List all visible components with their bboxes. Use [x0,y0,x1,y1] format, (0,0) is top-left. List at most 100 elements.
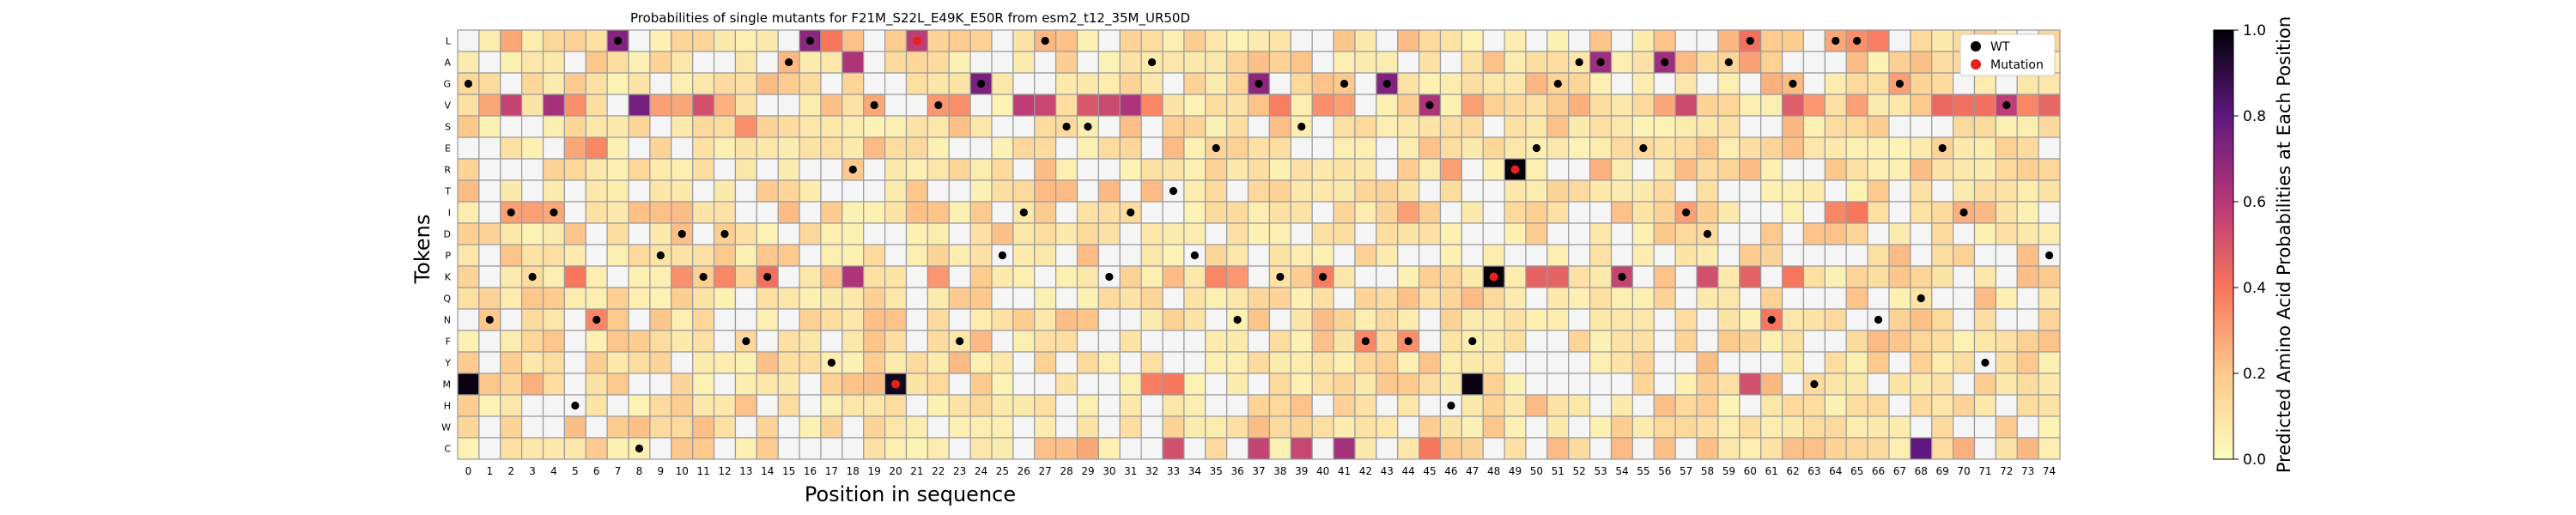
heatmap-cell [1439,51,1462,74]
heatmap-cell [1247,179,1271,203]
y-tick-label: A [444,58,451,69]
x-tick-label: 22 [932,465,945,477]
heatmap-cell [628,51,651,74]
heatmap-cell [1504,29,1527,52]
heatmap-cell [1076,330,1100,353]
heatmap-cell [457,136,480,160]
heatmap-cell [1739,222,1762,245]
heatmap-cell [585,351,608,374]
heatmap-cell [713,72,737,95]
heatmap-cell [1845,308,1868,331]
heatmap-cell [1439,222,1462,245]
heatmap-cell [542,158,566,181]
heatmap-cell [1439,94,1462,117]
heatmap-cell [713,94,737,117]
heatmap-cell [1888,136,1911,160]
heatmap-cell [1845,136,1868,160]
heatmap-cell [1696,136,1719,160]
heatmap-cell [1995,330,2018,353]
heatmap-cell [1290,72,1313,95]
heatmap-cell [692,179,715,203]
heatmap-cell [927,351,950,374]
heatmap-cell [1931,330,1954,353]
wt-marker [1874,315,1883,324]
heatmap-cell [1610,179,1634,203]
x-tick-label: 43 [1381,465,1394,477]
heatmap-cell [1482,29,1505,52]
heatmap-cell [1397,179,1420,203]
heatmap-cell [991,72,1014,95]
heatmap-cell [799,158,822,181]
wt-marker [1404,336,1413,346]
wt-marker [1959,208,1968,217]
heatmap-cell [1589,94,1613,117]
heatmap-cell [948,265,971,288]
heatmap-cell [1376,351,1399,374]
heatmap-cell [1888,179,1911,203]
heatmap-cell [734,394,757,417]
heatmap-cell [1739,265,1762,288]
wt-marker [1917,294,1925,303]
heatmap-cell [500,394,523,417]
heatmap-cell [1760,265,1783,288]
heatmap-cell [1674,265,1698,288]
heatmap-cell [841,415,865,439]
heatmap-cell [1097,51,1121,74]
heatmap-cell [777,244,800,267]
heatmap-cell [478,94,501,117]
heatmap-cell [1739,244,1762,267]
heatmap-cell [1953,351,1976,374]
x-tick-label: 65 [1850,465,1863,477]
heatmap-cell [1247,201,1271,224]
heatmap-cell [1760,29,1783,52]
heatmap-cell [649,158,672,181]
heatmap-cell [521,330,544,353]
heatmap-cell [1525,94,1548,117]
heatmap-cell [1739,415,1762,439]
heatmap-cell [1653,136,1676,160]
heatmap-cell [1610,201,1634,224]
heatmap-cell [1119,158,1142,181]
heatmap-cell [1995,244,2018,267]
heatmap-cell [969,265,993,288]
heatmap-cell [1910,179,1933,203]
heatmap-cell [863,287,886,310]
heatmap-cell [1781,265,1805,288]
heatmap-cell [649,373,672,396]
heatmap-cell [863,115,886,138]
heatmap-cell [1739,94,1762,117]
heatmap-cell [671,244,694,267]
x-tick-label: 17 [825,465,838,477]
heatmap-cell [1674,115,1698,138]
y-axis-label: Tokens [410,215,434,285]
heatmap-cell [905,115,928,138]
heatmap-cell [1910,29,1933,52]
heatmap-cell [1268,394,1291,417]
heatmap-cell [1995,222,2018,245]
heatmap-cell [1247,29,1271,52]
heatmap-cell [1888,437,1911,460]
heatmap-cell [1076,29,1100,52]
heatmap-cell [1696,351,1719,374]
heatmap-cell [1504,437,1527,460]
heatmap-cell [820,415,843,439]
heatmap-cell [1931,72,1954,95]
heatmap-cell [927,115,950,138]
heatmap-cell [927,415,950,439]
heatmap-cell [1226,244,1249,267]
heatmap-cell [649,308,672,331]
heatmap-cell [1973,373,1996,396]
heatmap-cell [1696,373,1719,396]
y-tick-label: G [443,79,451,90]
heatmap-cell [1867,29,1890,52]
heatmap-cell [863,244,886,267]
heatmap-cell [1824,308,1847,331]
heatmap-cell [713,415,737,439]
colorbar-label: Predicted Amino Acid Probabilities at Ea… [2274,16,2294,473]
heatmap-cell [1717,72,1741,95]
heatmap-cell [1802,265,1826,288]
heatmap-cell [1760,437,1783,460]
colorbar-tick-label: 0.6 [2243,194,2266,211]
heatmap-cell [1055,201,1078,224]
heatmap-cell [713,136,737,160]
